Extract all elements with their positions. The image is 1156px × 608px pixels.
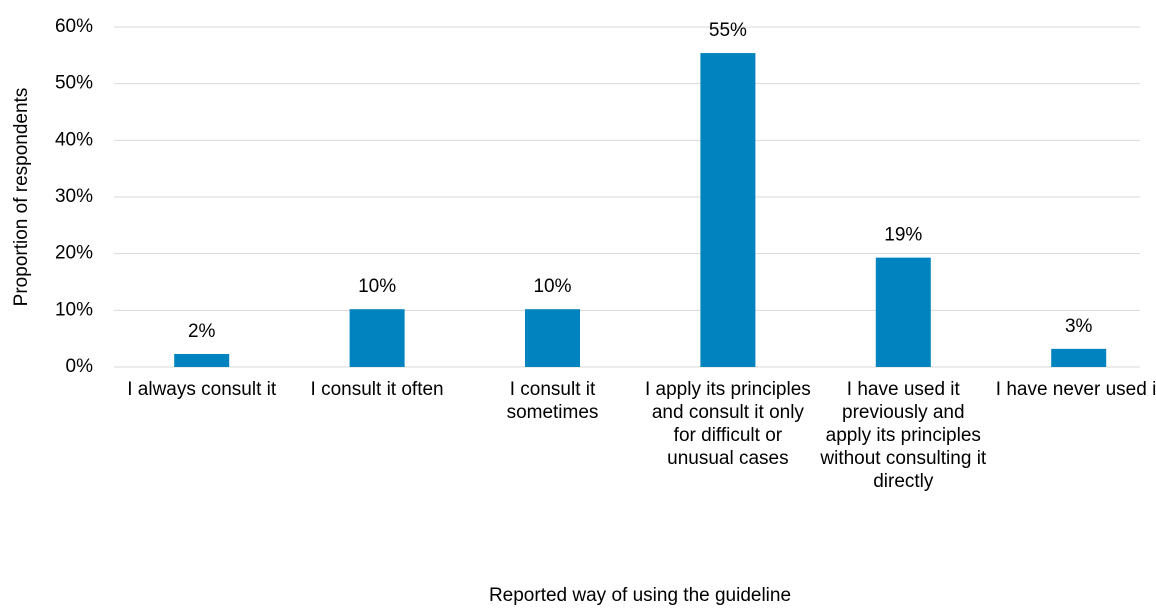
y-tick-label: 40% — [55, 129, 93, 150]
data-label: 55% — [709, 20, 747, 41]
bar — [525, 309, 580, 367]
y-tick-label: 10% — [55, 299, 93, 320]
bar — [875, 257, 931, 367]
data-label: 19% — [884, 225, 922, 246]
x-tick-label: I apply its principles and consult it on… — [644, 379, 811, 469]
data-label: 3% — [1065, 316, 1093, 337]
x-tick-label: I consult it sometimes — [506, 379, 599, 423]
y-tick-label: 30% — [55, 186, 93, 207]
data-label: 10% — [533, 276, 571, 297]
x-tick-label: I have used it previously and apply its … — [820, 379, 987, 492]
y-tick-label: 20% — [55, 243, 93, 264]
x-tick-label: I always consult it — [127, 379, 277, 400]
bar — [1051, 348, 1107, 367]
data-label: 10% — [358, 276, 396, 297]
y-tick-label: 50% — [55, 73, 93, 94]
x-tick-label: I have never used it — [995, 379, 1156, 400]
x-tick-label: I consult it often — [310, 379, 444, 400]
y-tick-label: 60% — [55, 16, 93, 37]
bar — [349, 309, 405, 367]
y-axis-title: Proportion of respondents — [11, 88, 32, 307]
bar — [174, 353, 230, 367]
bar — [700, 53, 756, 368]
data-label: 2% — [188, 321, 216, 342]
x-axis-title: Reported way of using the guideline — [489, 585, 791, 606]
y-tick-label: 0% — [66, 356, 94, 377]
